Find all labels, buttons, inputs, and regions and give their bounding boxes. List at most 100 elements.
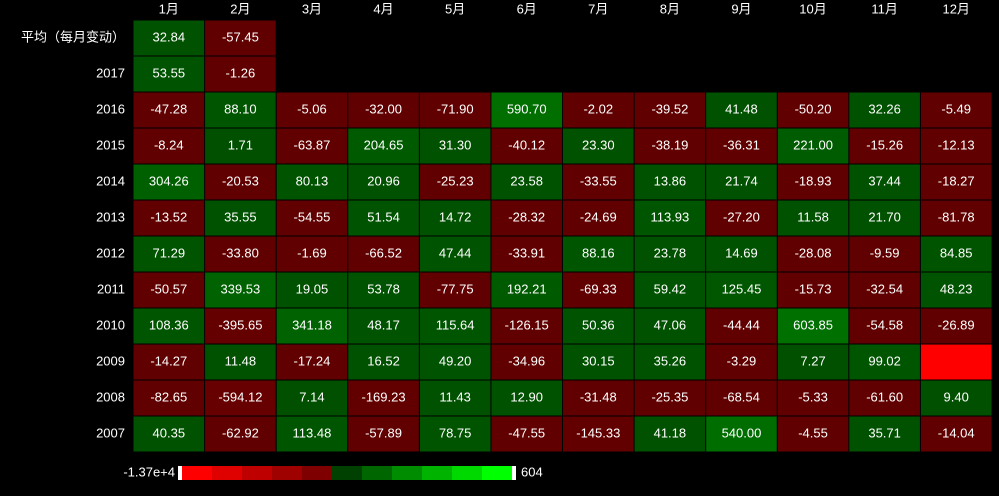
heatmap-cell bbox=[419, 380, 491, 416]
cell-label: 47.06 bbox=[654, 317, 687, 332]
heatmap-cell bbox=[419, 308, 491, 344]
heatmap-cell bbox=[133, 200, 205, 236]
visual-map-piece bbox=[392, 466, 423, 480]
heatmap-cell bbox=[920, 272, 992, 308]
cell-label: 49.20 bbox=[439, 353, 472, 368]
cell-label: -33.55 bbox=[580, 173, 617, 188]
cell-label: -4.55 bbox=[798, 425, 828, 440]
cell-label: 21.70 bbox=[868, 209, 901, 224]
heatmap-cell bbox=[348, 236, 419, 272]
cell-label: 125.45 bbox=[722, 281, 762, 296]
heatmap-cell bbox=[706, 200, 777, 236]
cell-label: -20.53 bbox=[222, 173, 259, 188]
cell-label: 48.17 bbox=[367, 317, 400, 332]
visual-map-piece bbox=[332, 466, 363, 480]
cell-label: 30.15 bbox=[582, 353, 615, 368]
cell-label: 20.96 bbox=[367, 173, 400, 188]
cell-label: -36.31 bbox=[723, 137, 760, 152]
x-tick-label: 5月 bbox=[445, 1, 465, 16]
heatmap-cell bbox=[133, 56, 205, 92]
cell-label: 40.35 bbox=[153, 425, 186, 440]
cell-label: -395.65 bbox=[218, 317, 262, 332]
heatmap-cell bbox=[276, 92, 348, 128]
heatmap-cell bbox=[276, 272, 348, 308]
heatmap-cell bbox=[849, 308, 920, 344]
heatmap-cell bbox=[634, 128, 706, 164]
cell-label: 59.42 bbox=[654, 281, 687, 296]
x-tick-label: 12月 bbox=[942, 1, 969, 16]
heatmap-cell bbox=[276, 164, 348, 200]
heatmap-cell bbox=[491, 200, 562, 236]
heatmap-cell bbox=[491, 416, 562, 452]
cell-label: -32.00 bbox=[365, 101, 402, 116]
x-tick-label: 8月 bbox=[660, 1, 680, 16]
y-tick-label: 2008 bbox=[96, 389, 125, 404]
visual-map-piece bbox=[272, 466, 303, 480]
cell-label: -81.78 bbox=[938, 209, 975, 224]
heatmap-cell bbox=[348, 380, 419, 416]
cell-label: 12.90 bbox=[510, 389, 543, 404]
cell-label: 7.14 bbox=[299, 389, 324, 404]
heatmap-cell bbox=[920, 380, 992, 416]
heatmap-cell bbox=[276, 380, 348, 416]
cell-label: -2.02 bbox=[583, 101, 613, 116]
cell-label: 41.48 bbox=[725, 101, 758, 116]
y-tick-label: 平均（每月变动） bbox=[21, 29, 125, 44]
cell-label: -61.60 bbox=[866, 389, 903, 404]
cell-label: -8.24 bbox=[154, 137, 184, 152]
heatmap-cell bbox=[133, 92, 205, 128]
heatmap-cell bbox=[205, 344, 276, 380]
heatmap-cell bbox=[205, 416, 276, 452]
visual-map-piece bbox=[452, 466, 483, 480]
y-tick-label: 2010 bbox=[96, 317, 125, 332]
cell-label: 113.93 bbox=[650, 209, 689, 224]
heatmap-cell bbox=[563, 308, 634, 344]
cell-label: -5.49 bbox=[941, 101, 971, 116]
cell-label: -5.33 bbox=[798, 389, 828, 404]
heatmap-cell bbox=[205, 164, 276, 200]
heatmap-cell bbox=[706, 308, 777, 344]
heatmap-cell bbox=[348, 416, 419, 452]
cell-label: -126.15 bbox=[505, 317, 549, 332]
cell-label: 1.71 bbox=[228, 137, 253, 152]
cell-label: -69.33 bbox=[580, 281, 617, 296]
cell-label: -47.28 bbox=[150, 101, 187, 116]
cell-label: 32.26 bbox=[868, 101, 901, 116]
heatmap-cell bbox=[920, 416, 992, 452]
cell-label: -28.32 bbox=[508, 209, 545, 224]
heatmap-cell bbox=[777, 236, 849, 272]
cell-label: -50.20 bbox=[795, 101, 832, 116]
x-tick-label: 1月 bbox=[159, 1, 179, 16]
cell-label: 7.27 bbox=[800, 353, 825, 368]
heatmap-cell bbox=[706, 164, 777, 200]
heatmap-cell bbox=[634, 344, 706, 380]
heatmap-cell bbox=[777, 128, 849, 164]
cell-label: -1.26 bbox=[226, 65, 256, 80]
visual-map-piece bbox=[482, 466, 513, 480]
heatmap-cell bbox=[276, 200, 348, 236]
cell-label: 88.16 bbox=[582, 245, 615, 260]
cell-label: -47.55 bbox=[508, 425, 545, 440]
heatmap-cell bbox=[491, 344, 562, 380]
cell-label: -39.52 bbox=[651, 101, 688, 116]
x-tick-label: 2月 bbox=[230, 1, 250, 16]
heatmap-cell bbox=[491, 272, 562, 308]
heatmap-cell bbox=[491, 308, 562, 344]
cell-label: 11.58 bbox=[797, 209, 829, 224]
heatmap-cell bbox=[133, 128, 205, 164]
visual-map-handle bbox=[178, 466, 182, 480]
heatmap-cell bbox=[205, 56, 276, 92]
cell-label: 47.44 bbox=[439, 245, 472, 260]
cell-label: 16.52 bbox=[367, 353, 400, 368]
heatmap-cell bbox=[777, 200, 849, 236]
cell-label: 115.64 bbox=[436, 317, 475, 332]
cell-label: 603.85 bbox=[793, 317, 833, 332]
heatmap-cell bbox=[133, 272, 205, 308]
heatmap-cell bbox=[634, 308, 706, 344]
x-tick-label: 6月 bbox=[517, 1, 537, 16]
heatmap-cell bbox=[849, 344, 920, 380]
cell-label: -38.19 bbox=[651, 137, 688, 152]
heatmap-cell bbox=[849, 272, 920, 308]
cell-label: -63.87 bbox=[294, 137, 331, 152]
heatmap-cell bbox=[563, 164, 634, 200]
